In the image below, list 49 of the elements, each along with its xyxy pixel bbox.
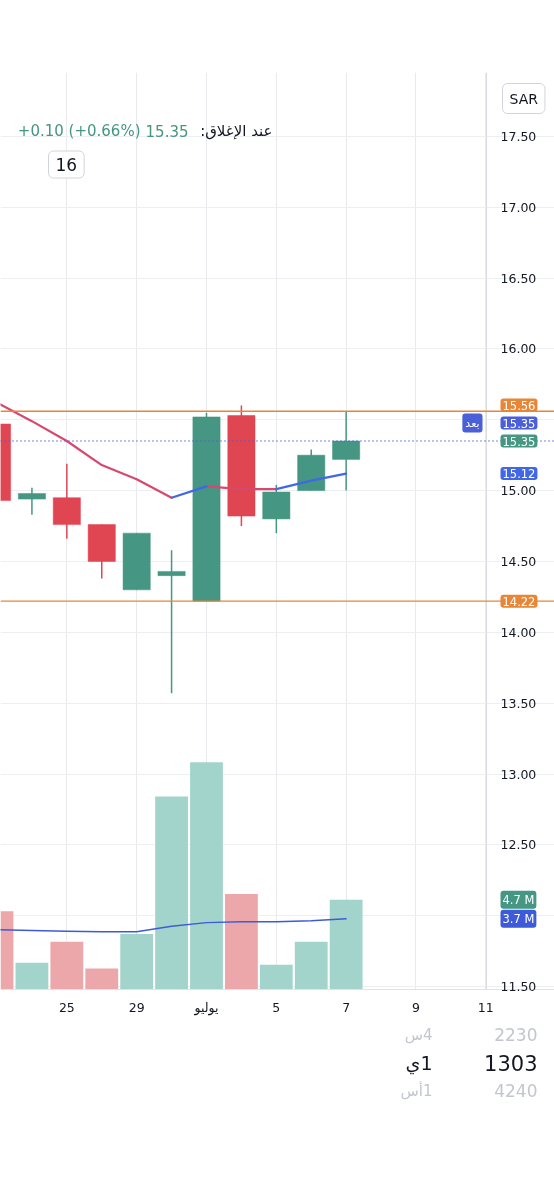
x-tick-label: يوليو (193, 999, 219, 1016)
text: 4240 (494, 1081, 538, 1101)
y-tick-label: 11.50 (500, 979, 537, 995)
y2-tick-label: 4.7 M (502, 892, 535, 907)
annotation: 15.35 (145, 122, 189, 141)
y-tick-label: 15.00 (500, 483, 537, 499)
bar (155, 796, 188, 990)
y2-tick-label: 3.7 M (502, 911, 535, 926)
x-tick-label: 29 (128, 999, 145, 1015)
y-tick-label: 16.00 (500, 341, 537, 357)
annotation: عند الإغلاق: (200, 121, 273, 140)
candlestick (18, 487, 46, 516)
bar (85, 968, 119, 990)
annotation: +0.10 (+0.66%) (17, 121, 141, 140)
annotation: 15.12 (502, 467, 536, 482)
x-tick-label: 25 (58, 999, 75, 1015)
y-tick-label: 17.50 (500, 128, 537, 144)
candlestick (157, 549, 186, 695)
bar (15, 962, 49, 990)
ref-line-label: 15.56 (502, 398, 536, 413)
bar (190, 762, 223, 990)
bar (294, 941, 328, 990)
legend-label: 15.35 (502, 416, 536, 431)
text: 1303 (484, 1051, 538, 1076)
x-tick-label: 11 (477, 999, 494, 1015)
y-tick-label: 14.50 (500, 553, 537, 569)
x-tick-label: 5 (272, 999, 281, 1015)
y-tick-label: 16.50 (500, 270, 537, 286)
x-tick-label: 7 (342, 999, 351, 1015)
annotation: 16 (55, 155, 78, 175)
text: 1ي (405, 1051, 433, 1075)
bar (259, 964, 293, 990)
bar (50, 941, 84, 990)
text: 2230 (494, 1025, 538, 1045)
annotation: بعد (465, 416, 480, 430)
text: 4س (404, 1025, 433, 1044)
y-tick-label: 13.00 (500, 766, 537, 782)
annotation: 15.35 (502, 434, 536, 449)
bar (225, 893, 258, 990)
y-tick-label: 13.50 (500, 695, 537, 711)
text: SAR (509, 90, 539, 107)
bar (120, 934, 154, 990)
text: 1أس (400, 1080, 433, 1100)
x-tick-label: 9 (412, 999, 420, 1015)
ref-line-label: 14.22 (502, 594, 536, 609)
y-tick-label: 17.00 (500, 199, 537, 215)
y-tick-label: 14.00 (500, 624, 537, 640)
y-tick-label: 12.50 (500, 837, 537, 853)
bar (329, 899, 363, 990)
